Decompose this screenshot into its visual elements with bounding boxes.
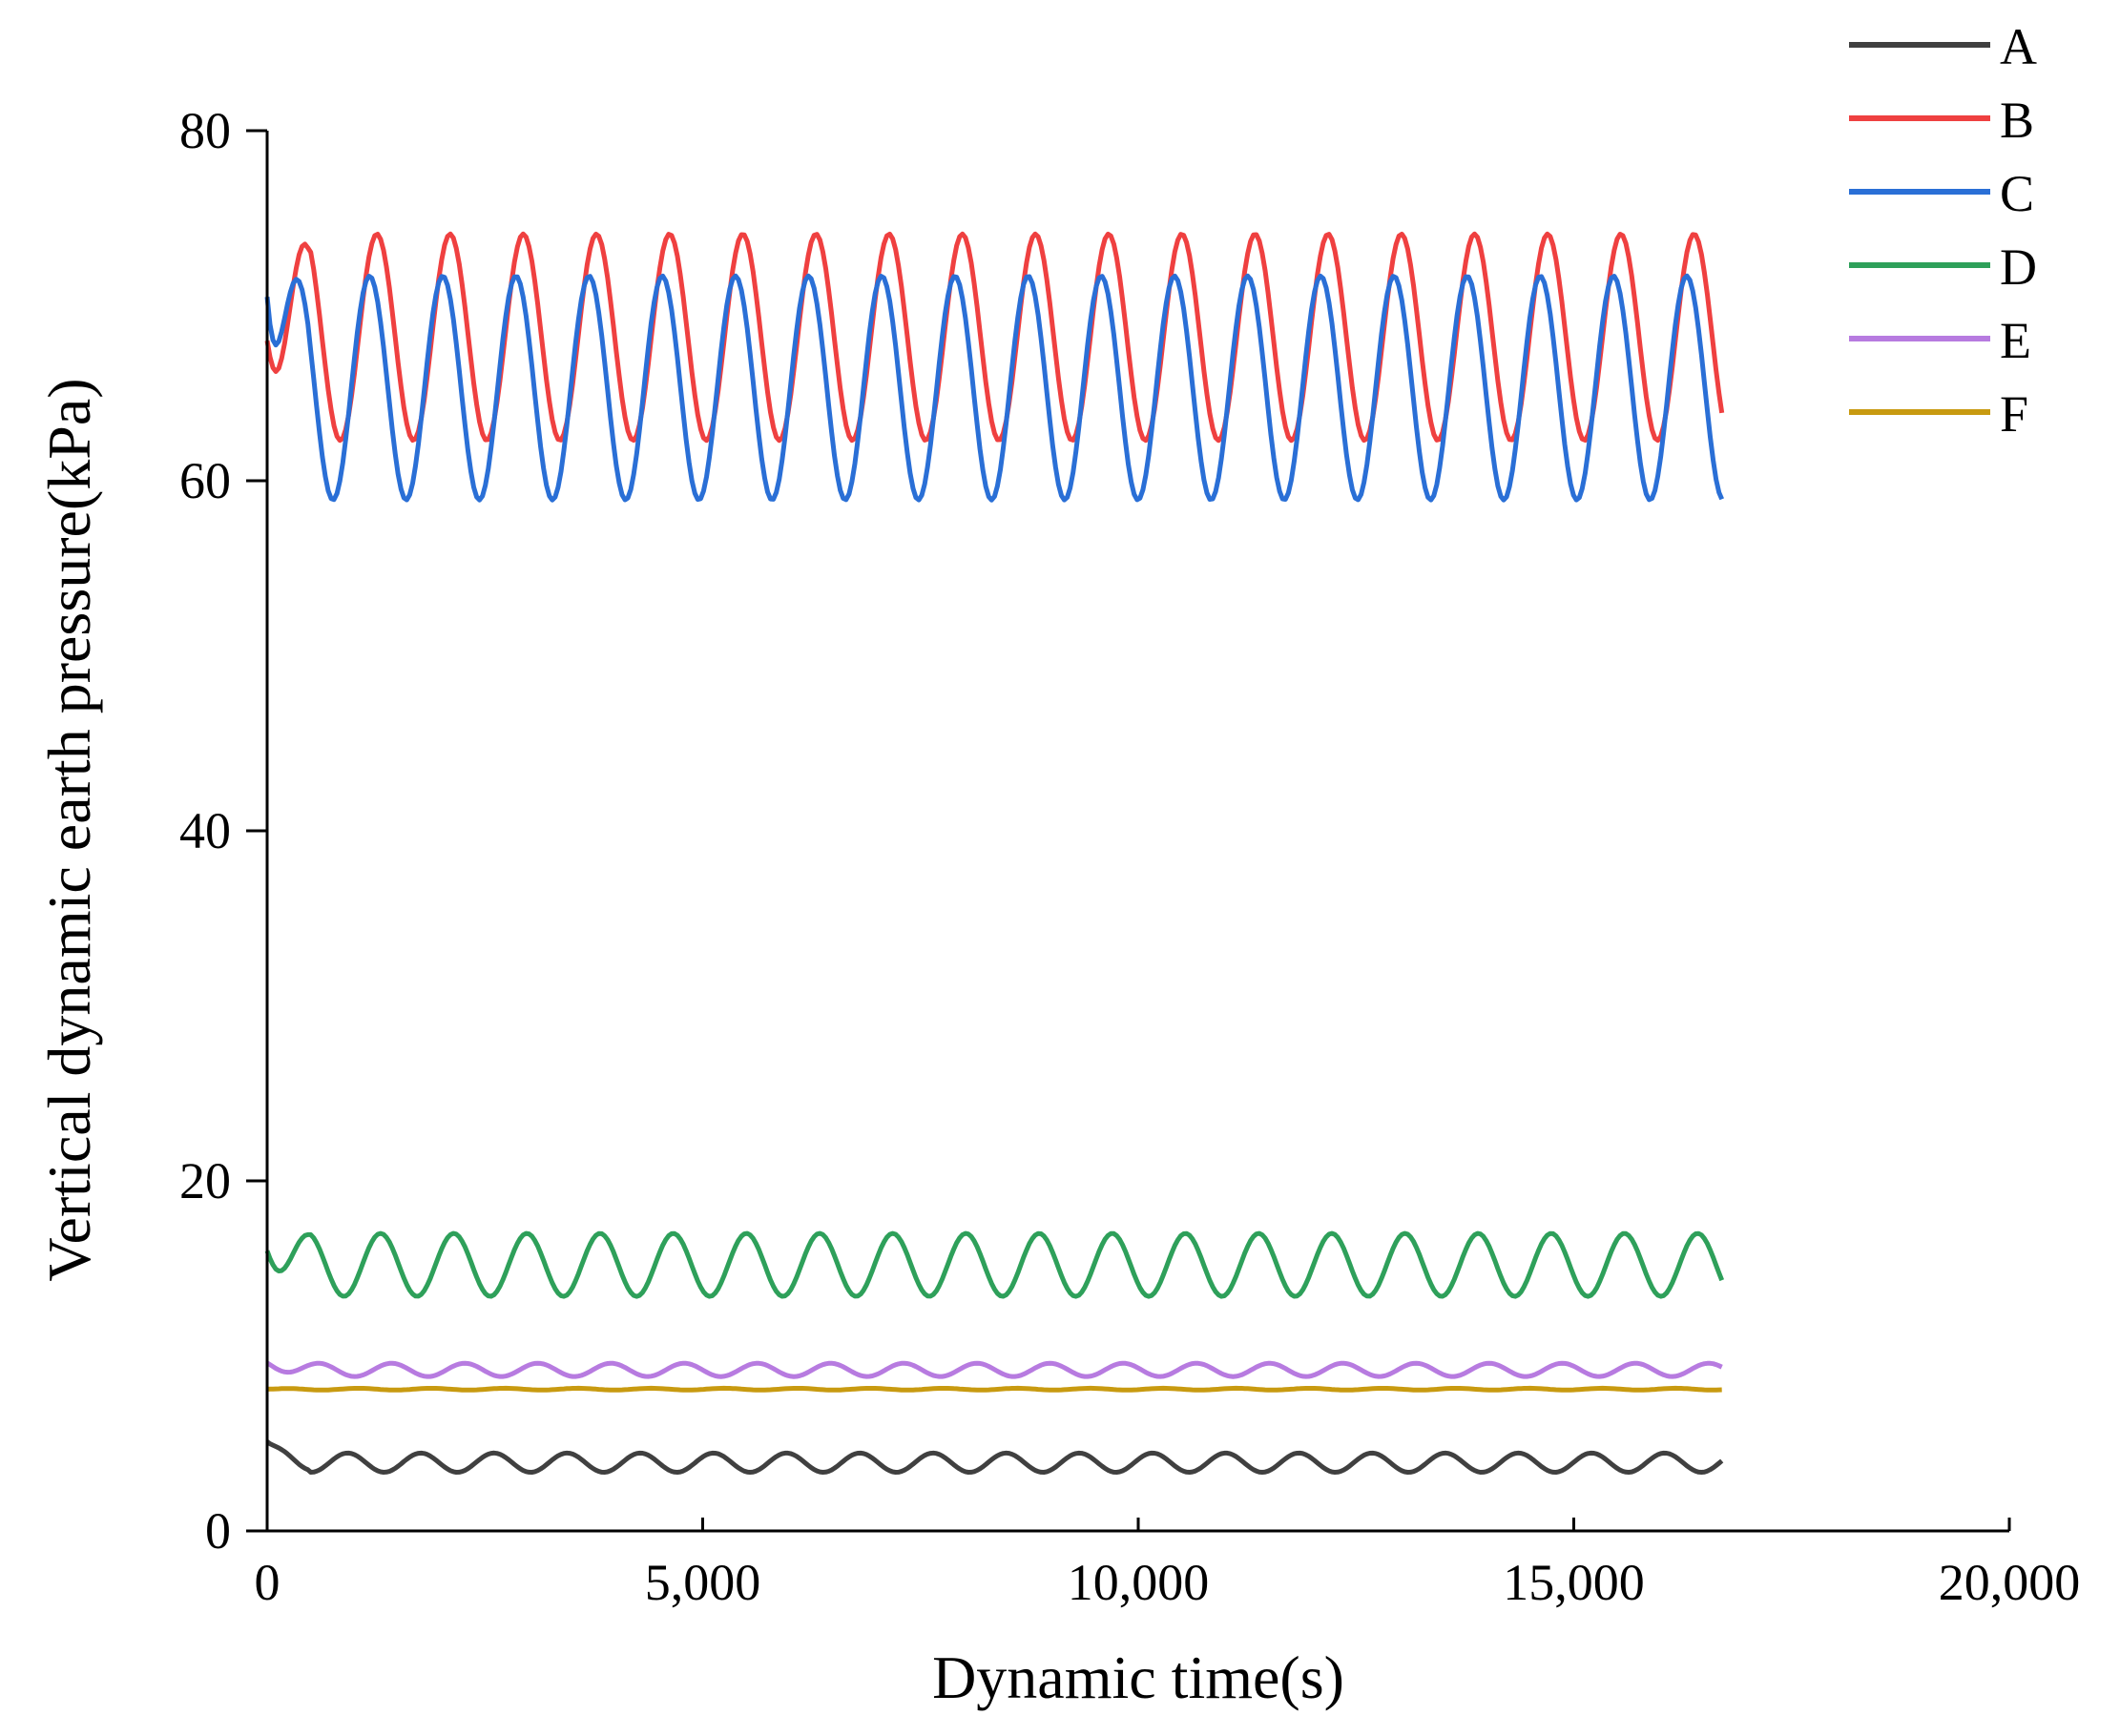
series-line-d — [264, 1230, 1725, 1299]
series-line-a — [265, 1439, 1724, 1475]
plot-lines — [264, 231, 1725, 1475]
y-ticks: 0 20 40 60 80 — [179, 102, 267, 1560]
x-axis-title: Dynamic time(s) — [932, 1643, 1344, 1711]
y-axis-title: Vertical dynamic earth pressure(kPa) — [35, 378, 103, 1281]
legend-label-d: D — [2000, 238, 2037, 296]
legend-label-f: F — [2000, 385, 2028, 443]
legend-label-c: C — [2000, 165, 2034, 222]
series-line-f — [266, 1385, 1722, 1393]
series-line-e — [265, 1360, 1723, 1379]
legend-label-e: E — [2000, 312, 2031, 369]
x-tick-label: 10,000 — [1068, 1554, 1210, 1611]
y-tick-label: 20 — [179, 1152, 231, 1209]
series-line-c — [264, 273, 1724, 503]
y-tick-label: 0 — [205, 1502, 231, 1560]
y-tick-label: 40 — [179, 802, 231, 859]
x-tick-label: 5,000 — [645, 1554, 761, 1611]
x-tick-label: 15,000 — [1503, 1554, 1645, 1611]
y-tick-label: 60 — [179, 452, 231, 509]
y-tick-label: 80 — [179, 102, 231, 159]
x-tick-label: 0 — [255, 1554, 281, 1611]
legend-label-b: B — [2000, 92, 2034, 149]
series-line-b — [264, 231, 1725, 444]
x-tick-label: 20,000 — [1939, 1554, 2081, 1611]
legend-label-a: A — [2000, 18, 2037, 75]
x-ticks: 0 5,000 10,000 15,000 20,000 — [255, 1518, 2081, 1611]
